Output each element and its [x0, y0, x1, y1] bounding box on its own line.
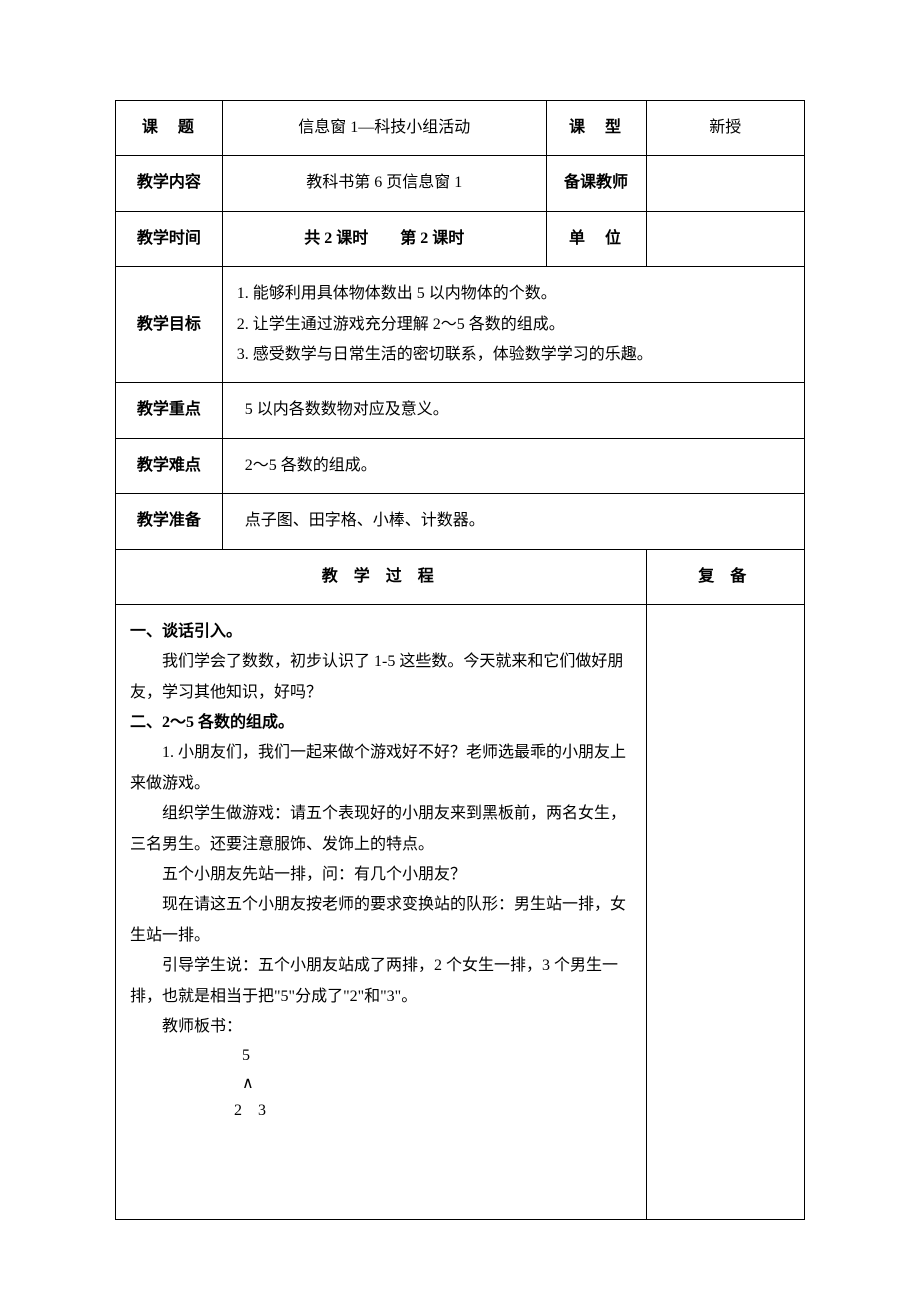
- number-tree: 5 ∧ 2 3: [234, 1042, 632, 1124]
- row-keypoint: 教学重点 5 以内各数数物对应及意义。: [116, 383, 805, 438]
- section-1-title: 一、谈话引入。: [130, 617, 632, 647]
- page: 课 题 信息窗 1—科技小组活动 课 型 新授 教学内容 教科书第 6 页信息窗…: [0, 0, 920, 1302]
- para-2: 1. 小朋友们，我们一起来做个游戏好不好？老师选最乖的小朋友上来做游戏。: [130, 738, 632, 799]
- para-5: 现在请这五个小朋友按老师的要求变换站的队形：男生站一排，女生站一排。: [130, 890, 632, 951]
- label-unit: 单 位: [546, 211, 646, 266]
- para-1: 我们学会了数数，初步认识了 1-5 这些数。今天就来和它们做好朋友，学习其他知识…: [130, 647, 632, 708]
- tree-top: 5: [234, 1042, 632, 1069]
- process-content: 一、谈话引入。 我们学会了数数，初步认识了 1-5 这些数。今天就来和它们做好朋…: [116, 604, 647, 1219]
- value-teacher: [646, 156, 805, 211]
- row-prep: 教学准备 点子图、田字格、小棒、计数器。: [116, 494, 805, 549]
- label-process: 教 学 过 程: [116, 549, 647, 604]
- goal-3: 3. 感受数学与日常生活的密切联系，体验数学学习的乐趣。: [237, 340, 790, 370]
- value-content: 教科书第 6 页信息窗 1: [222, 156, 546, 211]
- row-content: 教学内容 教科书第 6 页信息窗 1 备课教师: [116, 156, 805, 211]
- section-2-title: 二、2～5 各数的组成。: [130, 708, 632, 738]
- row-process-body: 一、谈话引入。 我们学会了数数，初步认识了 1-5 这些数。今天就来和它们做好朋…: [116, 604, 805, 1219]
- para-3: 组织学生做游戏：请五个表现好的小朋友来到黑板前，两名女生，三名男生。还要注意服饰…: [130, 799, 632, 860]
- label-difficulty: 教学难点: [116, 438, 223, 493]
- tree-mid: ∧: [234, 1070, 632, 1097]
- label-goals: 教学目标: [116, 267, 223, 383]
- value-goals: 1. 能够利用具体物体数出 5 以内物体的个数。 2. 让学生通过游戏充分理解 …: [222, 267, 804, 383]
- tree-bottom: 2 3: [234, 1097, 632, 1124]
- para-7: 教师板书：: [130, 1012, 632, 1042]
- review-content: [646, 604, 805, 1219]
- value-type: 新授: [646, 101, 805, 156]
- value-difficulty: 2～5 各数的组成。: [222, 438, 804, 493]
- value-time: 共 2 课时 第 2 课时: [222, 211, 546, 266]
- value-keypoint: 5 以内各数数物对应及意义。: [222, 383, 804, 438]
- lesson-plan-table: 课 题 信息窗 1—科技小组活动 课 型 新授 教学内容 教科书第 6 页信息窗…: [115, 100, 805, 1220]
- label-type: 课 型: [546, 101, 646, 156]
- row-time: 教学时间 共 2 课时 第 2 课时 单 位: [116, 211, 805, 266]
- para-6: 引导学生说：五个小朋友站成了两排，2 个女生一排，3 个男生一排，也就是相当于把…: [130, 951, 632, 1012]
- label-teacher: 备课教师: [546, 156, 646, 211]
- goal-1: 1. 能够利用具体物体数出 5 以内物体的个数。: [237, 279, 790, 309]
- value-unit: [646, 211, 805, 266]
- value-prep: 点子图、田字格、小棒、计数器。: [222, 494, 804, 549]
- label-prep: 教学准备: [116, 494, 223, 549]
- label-content: 教学内容: [116, 156, 223, 211]
- goal-2: 2. 让学生通过游戏充分理解 2～5 各数的组成。: [237, 310, 790, 340]
- para-4: 五个小朋友先站一排，问：有几个小朋友？: [130, 860, 632, 890]
- row-difficulty: 教学难点 2～5 各数的组成。: [116, 438, 805, 493]
- row-section-headers: 教 学 过 程 复 备: [116, 549, 805, 604]
- value-topic: 信息窗 1—科技小组活动: [222, 101, 546, 156]
- label-keypoint: 教学重点: [116, 383, 223, 438]
- row-topic: 课 题 信息窗 1—科技小组活动 课 型 新授: [116, 101, 805, 156]
- row-goals: 教学目标 1. 能够利用具体物体数出 5 以内物体的个数。 2. 让学生通过游戏…: [116, 267, 805, 383]
- label-time: 教学时间: [116, 211, 223, 266]
- label-review: 复 备: [646, 549, 805, 604]
- label-topic: 课 题: [116, 101, 223, 156]
